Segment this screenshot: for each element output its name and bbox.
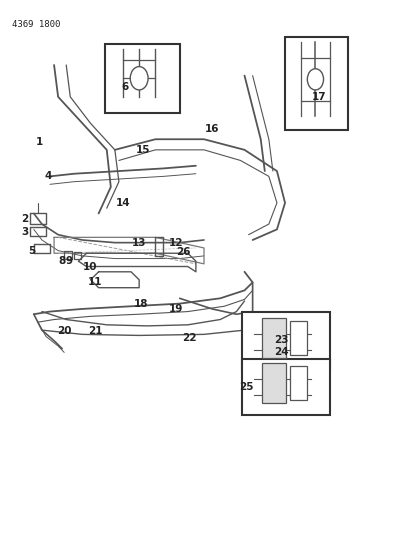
Text: 24: 24 [274,348,288,358]
Bar [290,366,306,400]
Circle shape [307,69,324,90]
Text: 9: 9 [66,256,73,266]
Bar [242,312,330,370]
Text: 10: 10 [82,262,97,271]
Text: 5: 5 [28,246,35,256]
Text: 21: 21 [88,326,103,336]
Text: 16: 16 [205,124,220,134]
Bar [262,363,286,403]
Text: 1: 1 [36,137,44,147]
Text: 23: 23 [274,335,288,345]
Text: 2: 2 [21,214,29,224]
Bar [290,320,306,355]
Text: 11: 11 [87,277,102,287]
Text: 3: 3 [21,227,29,237]
Text: 22: 22 [182,333,197,343]
Text: 19: 19 [169,304,183,314]
Text: 8: 8 [58,256,66,266]
Text: 12: 12 [169,238,183,248]
Text: 13: 13 [132,238,146,248]
Bar [285,37,348,130]
Text: 20: 20 [57,326,71,336]
Text: 26: 26 [176,247,190,257]
Text: 25: 25 [239,382,254,392]
Text: 4: 4 [44,172,52,181]
Bar [242,359,330,415]
Bar [105,44,180,113]
Text: 4369 1800: 4369 1800 [11,20,60,29]
Bar [262,318,286,358]
Text: 6: 6 [121,82,129,92]
Text: 17: 17 [312,92,327,102]
Text: 14: 14 [115,198,130,208]
Text: 18: 18 [134,298,149,309]
Circle shape [130,67,148,90]
Text: 15: 15 [136,145,151,155]
